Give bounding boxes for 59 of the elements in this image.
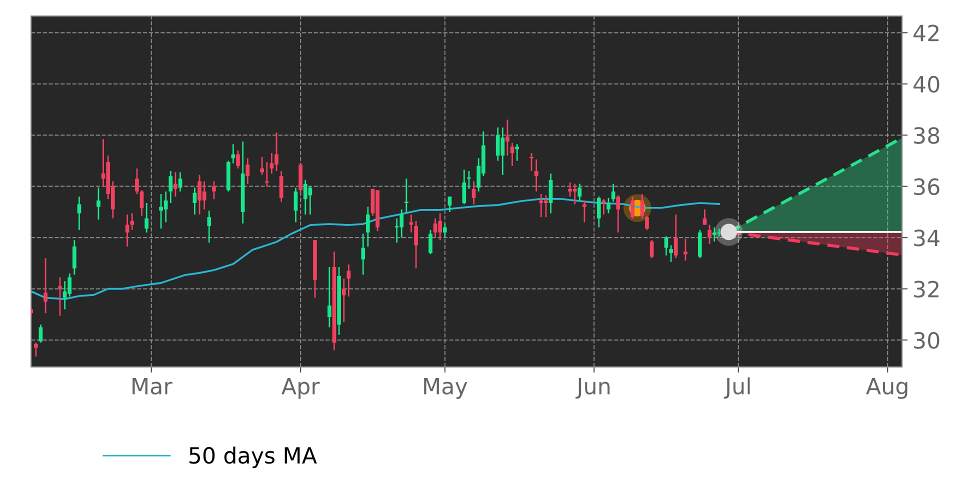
candlestick xyxy=(342,278,346,323)
candlestick xyxy=(640,193,644,220)
candlestick xyxy=(279,170,284,202)
candlestick xyxy=(548,172,553,214)
candlestick xyxy=(650,239,654,259)
candlestick xyxy=(515,143,520,162)
y-tick-label: 42 xyxy=(914,24,938,42)
candlestick xyxy=(596,196,601,228)
y-tick-label: 32 xyxy=(914,280,938,298)
candlestick xyxy=(366,206,370,248)
x-tick-label: Jun xyxy=(576,378,610,399)
y-tick-label: 34 xyxy=(914,230,940,246)
candlestick xyxy=(409,214,414,234)
x-tick-label: May xyxy=(424,378,468,399)
x-tick-label: Apr xyxy=(282,378,320,399)
candlestick xyxy=(606,197,610,214)
candlestick xyxy=(534,158,538,192)
candlestick xyxy=(582,200,586,223)
candlestick xyxy=(174,172,178,198)
candlestick xyxy=(428,229,432,255)
candlestick xyxy=(684,238,688,262)
candlestick xyxy=(462,169,466,205)
candlestick xyxy=(404,178,408,214)
candlestick xyxy=(328,266,332,328)
candlestick xyxy=(674,214,678,259)
candlestick xyxy=(212,180,216,200)
candlestick xyxy=(207,210,212,244)
candlestick xyxy=(448,196,452,213)
y-tick-label: 30 xyxy=(914,332,940,349)
y-tick-label: 36 xyxy=(914,178,940,196)
candlestick xyxy=(630,196,634,220)
candlestick xyxy=(578,183,582,202)
candlestick xyxy=(414,220,418,270)
candlestick xyxy=(442,222,447,238)
candlestick xyxy=(294,186,298,223)
candlestick xyxy=(664,236,668,256)
candlestick xyxy=(264,161,269,188)
y-tick-label: 38 xyxy=(914,127,940,144)
y-tick-label: 40 xyxy=(914,76,940,93)
candlestick xyxy=(361,233,366,276)
x-tick-label: Jul xyxy=(724,377,750,399)
candlestick xyxy=(472,180,476,205)
candlestick xyxy=(708,224,712,245)
candlestick xyxy=(246,157,250,184)
x-tick-label: Aug xyxy=(866,378,908,399)
x-tick-label: Mar xyxy=(132,378,172,395)
candlestick xyxy=(178,172,182,192)
candlestick xyxy=(236,150,240,170)
candlestick xyxy=(506,119,510,156)
candlestick xyxy=(616,194,620,234)
candlestick xyxy=(510,142,514,167)
candlestick xyxy=(702,208,707,226)
candlestick xyxy=(669,244,673,263)
candlestick xyxy=(602,198,606,216)
candlestick xyxy=(645,215,649,231)
legend-label: 50 days MA xyxy=(190,446,317,468)
candlestick xyxy=(168,170,173,204)
candlestick xyxy=(260,156,264,176)
candlestick xyxy=(346,264,351,298)
